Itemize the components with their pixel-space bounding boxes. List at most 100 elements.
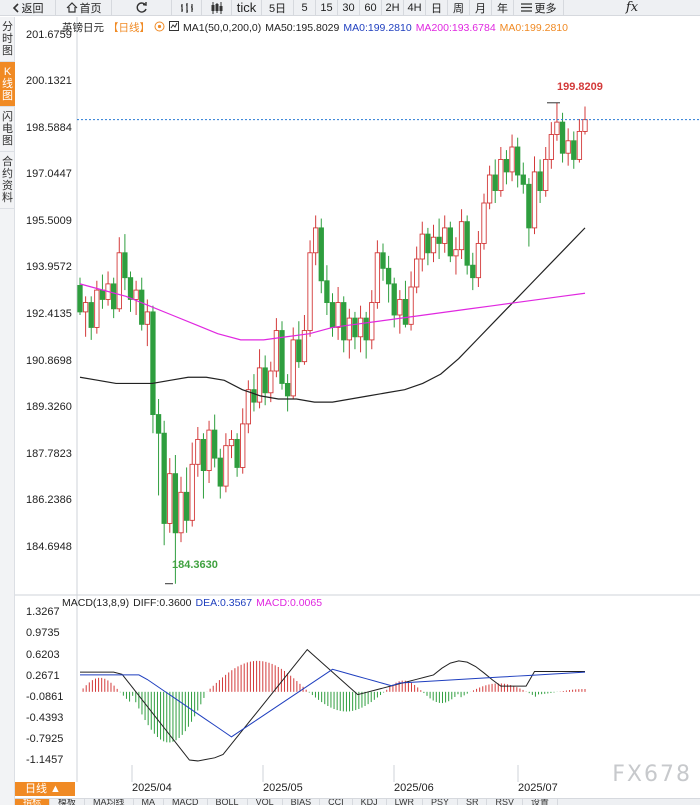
date-label: 2025/05 <box>263 782 303 794</box>
period-day[interactable]: 日 <box>426 0 448 15</box>
candle-body <box>150 311 156 416</box>
refresh-icon <box>135 1 148 14</box>
period-year[interactable]: 年 <box>492 0 514 15</box>
period-week[interactable]: 周 <box>448 0 470 15</box>
tab-sr[interactable]: SR <box>458 799 488 805</box>
candle-body <box>335 302 341 328</box>
candle-body <box>296 339 302 363</box>
tab-kline[interactable]: K线图 <box>0 62 15 107</box>
candle-body <box>94 289 100 328</box>
candle-body <box>470 264 476 279</box>
candle-body <box>212 429 218 459</box>
ma-params: MA1(50,0,200,0) <box>183 21 262 34</box>
candle-body <box>234 438 240 468</box>
candle-body <box>402 298 409 325</box>
tab-macd[interactable]: MACD <box>164 799 208 805</box>
formula-button[interactable]: fx <box>625 0 639 15</box>
tab-settings[interactable]: 设置 <box>523 799 559 805</box>
period-4h[interactable]: 4H <box>404 0 426 15</box>
tab-kdj[interactable]: KDJ <box>353 799 387 805</box>
candle-body <box>251 389 257 403</box>
tab-contract-info[interactable]: 合约资料 <box>0 152 15 209</box>
tab-intraday[interactable]: 分时图 <box>0 17 15 62</box>
macd-tick: -0.4393 <box>26 712 64 724</box>
tab-bias[interactable]: BIAS <box>283 799 321 805</box>
tab-ma-lines[interactable]: MA均线 <box>85 799 134 805</box>
candle-body <box>262 367 268 394</box>
price-tick: 190.8698 <box>26 355 72 367</box>
indicator-icon[interactable] <box>169 21 179 34</box>
candle-body <box>161 432 167 524</box>
candle-body <box>475 242 482 279</box>
tab-ma[interactable]: MA <box>134 799 165 805</box>
candle-body <box>363 317 369 341</box>
period-selector[interactable]: 日线 ▲ <box>15 782 75 796</box>
period-15[interactable]: 15 <box>316 0 338 15</box>
price-tick: 200.1321 <box>26 75 72 87</box>
bar-chart-button[interactable] <box>172 0 202 15</box>
candle-body <box>122 252 128 279</box>
period-5[interactable]: 5 <box>294 0 316 15</box>
candlestick-button[interactable] <box>202 0 232 15</box>
candle-body <box>167 473 173 524</box>
tab-lwr[interactable]: LWR <box>387 799 423 805</box>
tab-boll[interactable]: BOLL <box>208 799 248 805</box>
settings-icon[interactable] <box>154 21 165 35</box>
candle-body <box>419 233 425 260</box>
price-tick: 198.5884 <box>26 122 72 134</box>
candle-body <box>256 367 263 403</box>
macd-tick: 1.3267 <box>26 606 60 618</box>
candle-body <box>313 227 319 254</box>
macd-dea: DEA:0.3567 <box>195 597 253 609</box>
candle-body <box>408 286 414 325</box>
diff-line <box>80 648 585 762</box>
tab-indicators[interactable]: 指标 <box>15 799 51 805</box>
tab-cci[interactable]: CCI <box>320 799 353 805</box>
candle-body <box>537 171 543 192</box>
watermark: FX678 <box>612 762 692 787</box>
toolbar: 返回 首页 tick 5日 5 15 30 60 2H 4H 日 周 月 年 更… <box>0 0 700 16</box>
back-button[interactable]: 返回 <box>0 0 56 15</box>
tab-vol[interactable]: VOL <box>248 799 283 805</box>
candle-body <box>111 283 117 310</box>
candle-body <box>453 249 459 257</box>
indicator-tabs: 指标 模板 MA均线 MA MACD BOLL VOL BIAS CCI KDJ… <box>15 798 700 805</box>
candle-body <box>357 317 364 338</box>
home-button[interactable]: 首页 <box>56 0 112 15</box>
ma50-value: MA50:195.8029 <box>265 21 340 34</box>
period-month[interactable]: 月 <box>470 0 492 15</box>
candle-body <box>576 130 583 160</box>
refresh-button[interactable] <box>112 0 172 15</box>
candle-body <box>458 221 465 251</box>
macd-diff: DIFF:0.3600 <box>133 597 192 609</box>
candle-body <box>526 183 532 229</box>
candle-body <box>582 119 588 132</box>
candle-body <box>565 140 571 154</box>
candle-body <box>279 330 285 384</box>
period-60[interactable]: 60 <box>360 0 382 15</box>
price-chart[interactable] <box>15 17 700 782</box>
period-30[interactable]: 30 <box>338 0 360 15</box>
back-arrow-icon <box>12 2 20 13</box>
tab-psy[interactable]: PSY <box>423 799 458 805</box>
candle-body <box>133 289 139 300</box>
tick-button[interactable]: tick <box>232 0 262 15</box>
candle-body <box>425 233 431 254</box>
candle-body <box>200 438 207 472</box>
date-label: 2025/06 <box>394 782 434 794</box>
candle-body <box>559 121 566 154</box>
candle-body <box>88 302 94 328</box>
candle-body <box>414 258 420 288</box>
period-2h[interactable]: 2H <box>382 0 404 15</box>
candle-body <box>430 236 437 254</box>
period-5d[interactable]: 5日 <box>262 0 294 15</box>
ma200-value: MA200:193.6784 <box>415 21 496 34</box>
candle-body <box>380 252 386 269</box>
tab-rsv[interactable]: RSV <box>487 799 523 805</box>
tab-template[interactable]: 模板 <box>50 799 86 805</box>
price-tick: 187.7823 <box>26 448 72 460</box>
candle-body <box>223 445 229 487</box>
candle-body <box>307 252 313 332</box>
tab-flash[interactable]: 闪电图 <box>0 107 15 152</box>
more-button[interactable]: 更多 <box>514 0 564 15</box>
